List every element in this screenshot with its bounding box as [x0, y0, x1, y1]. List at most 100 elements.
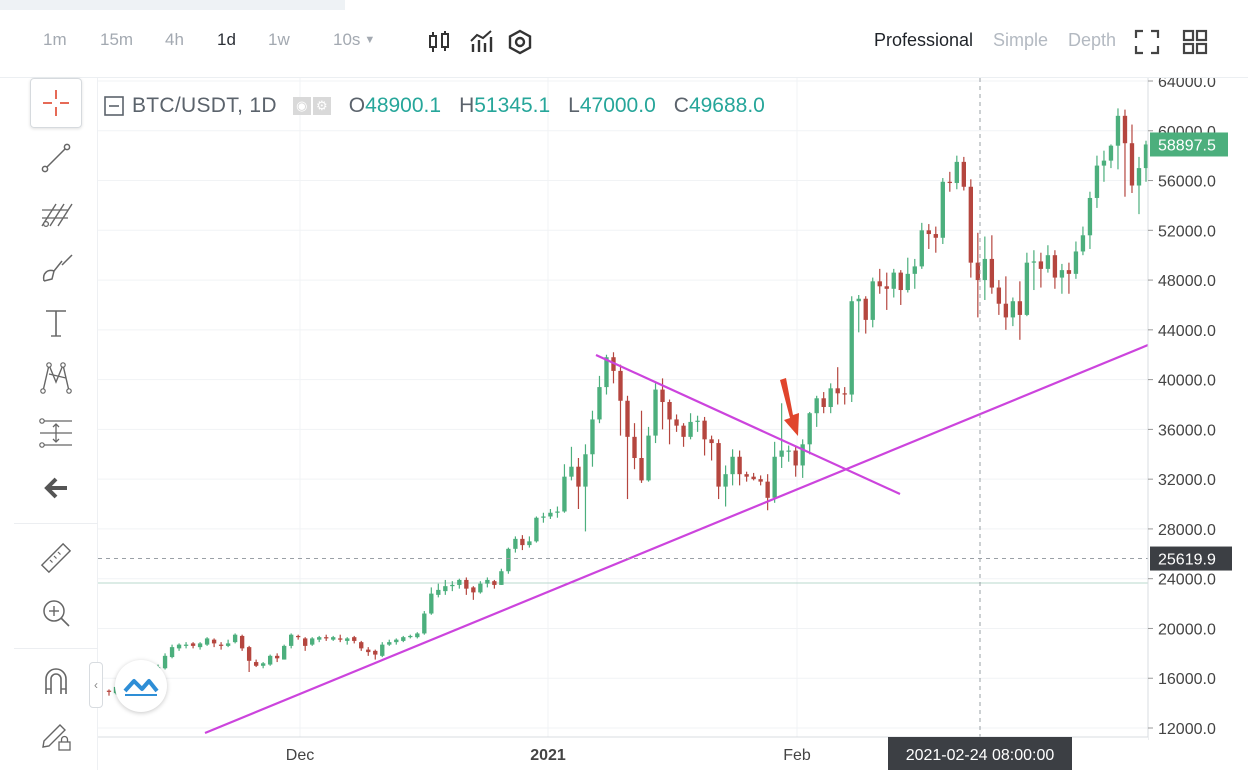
candle-body[interactable]	[1059, 270, 1065, 278]
candle-body[interactable]	[604, 357, 609, 388]
candle-body[interactable]	[870, 281, 875, 320]
candle-body[interactable]	[408, 635, 413, 638]
candle-body[interactable]	[1003, 303, 1009, 318]
candle-body[interactable]	[597, 387, 602, 420]
brush-tool[interactable]	[30, 243, 82, 293]
candle-body[interactable]	[912, 266, 917, 274]
tradingview-logo[interactable]	[115, 660, 167, 712]
candle-body[interactable]	[324, 637, 329, 639]
candle-body[interactable]	[646, 435, 651, 481]
candles-icon[interactable]	[427, 29, 453, 55]
candle-body[interactable]	[218, 644, 224, 646]
candle-body[interactable]	[520, 538, 525, 546]
candle-body[interactable]	[569, 466, 574, 477]
candle-body[interactable]	[968, 186, 974, 263]
candle-body[interactable]	[183, 644, 189, 646]
view-professional[interactable]: Professional	[874, 30, 974, 50]
candle-body[interactable]	[267, 655, 273, 665]
lock-drawing-tool[interactable]	[30, 710, 82, 760]
candle-body[interactable]	[190, 643, 196, 646]
candle-body[interactable]	[162, 655, 168, 669]
candle-body[interactable]	[380, 644, 385, 656]
candle-body[interactable]	[1101, 160, 1107, 166]
candle-body[interactable]	[821, 398, 826, 407]
candle-body[interactable]	[1129, 143, 1135, 186]
candle-body[interactable]	[828, 388, 833, 407]
candle-body[interactable]	[1073, 251, 1079, 274]
candle-body[interactable]	[422, 613, 427, 634]
candle-body[interactable]	[905, 273, 910, 291]
candle-body[interactable]	[1115, 115, 1121, 146]
interval-10s-dropdown[interactable]: 10s ▼	[333, 30, 375, 50]
interval-15m[interactable]: 15m	[100, 30, 134, 49]
candle-body[interactable]	[1052, 255, 1058, 278]
candle-body[interactable]	[667, 402, 672, 420]
candle-body[interactable]	[751, 476, 756, 480]
candle-body[interactable]	[338, 638, 343, 640]
candle-body[interactable]	[499, 571, 504, 585]
candle-body[interactable]	[331, 637, 336, 640]
candle-body[interactable]	[296, 635, 301, 638]
candle-body[interactable]	[583, 454, 588, 487]
candle-body[interactable]	[954, 161, 959, 184]
candle-body[interactable]	[996, 287, 1002, 304]
candle-body[interactable]	[204, 638, 210, 645]
candle-body[interactable]	[744, 474, 749, 477]
magnet-tool[interactable]	[30, 656, 82, 706]
candle-body[interactable]	[197, 643, 203, 648]
candle-body[interactable]	[436, 589, 441, 595]
layout-grid-icon[interactable]	[1182, 29, 1208, 55]
candle-body[interactable]	[1017, 301, 1023, 315]
measure-tool[interactable]	[30, 408, 82, 458]
candle-body[interactable]	[387, 642, 392, 645]
ruler-tool[interactable]	[30, 533, 82, 583]
candle-body[interactable]	[814, 398, 819, 414]
candle-body[interactable]	[281, 645, 287, 660]
candle-body[interactable]	[492, 581, 497, 585]
candle-body[interactable]	[842, 393, 847, 395]
candle-body[interactable]	[660, 389, 665, 403]
candle-body[interactable]	[450, 584, 455, 587]
view-depth[interactable]: Depth	[1068, 30, 1117, 50]
candle-body[interactable]	[632, 436, 637, 459]
candle-body[interactable]	[835, 388, 840, 394]
candle-body[interactable]	[1031, 261, 1037, 263]
candle-body[interactable]	[464, 579, 469, 589]
candle-body[interactable]	[345, 638, 350, 641]
candle-body[interactable]	[310, 638, 315, 645]
candle-body[interactable]	[232, 634, 238, 643]
candle-body[interactable]	[695, 420, 700, 422]
candle-body[interactable]	[1038, 261, 1044, 269]
candle-body[interactable]	[359, 642, 364, 649]
candle-body[interactable]	[618, 370, 623, 401]
candle-body[interactable]	[1108, 145, 1114, 161]
candle-body[interactable]	[716, 443, 721, 487]
candle-body[interactable]	[415, 633, 420, 638]
candle-body[interactable]	[849, 301, 854, 395]
candle-body[interactable]	[506, 548, 511, 572]
candle-body[interactable]	[590, 419, 595, 455]
zoom-tool[interactable]	[30, 588, 82, 638]
candle-body[interactable]	[1024, 262, 1030, 315]
candle-body[interactable]	[429, 593, 434, 614]
candle-body[interactable]	[856, 298, 861, 302]
legend-settings[interactable]: ◉ ⚙	[292, 97, 331, 115]
settings-hex-icon[interactable]	[507, 29, 533, 55]
candle-body[interactable]	[674, 419, 679, 426]
candle-body[interactable]	[274, 655, 280, 659]
candle-body[interactable]	[225, 643, 231, 646]
candle-body[interactable]	[211, 639, 217, 644]
candle-body[interactable]	[702, 420, 707, 440]
candle-body[interactable]	[106, 690, 112, 692]
view-simple[interactable]: Simple	[993, 30, 1049, 50]
candle-body[interactable]	[1094, 165, 1100, 198]
indicators-icon[interactable]	[468, 29, 494, 55]
candle-body[interactable]	[562, 476, 567, 512]
candle-body[interactable]	[898, 272, 903, 291]
candle-body[interactable]	[653, 389, 658, 436]
interval-1m[interactable]: 1m	[43, 30, 67, 49]
candle-body[interactable]	[891, 272, 896, 289]
candle-body[interactable]	[303, 638, 308, 646]
candle-body[interactable]	[457, 579, 462, 585]
